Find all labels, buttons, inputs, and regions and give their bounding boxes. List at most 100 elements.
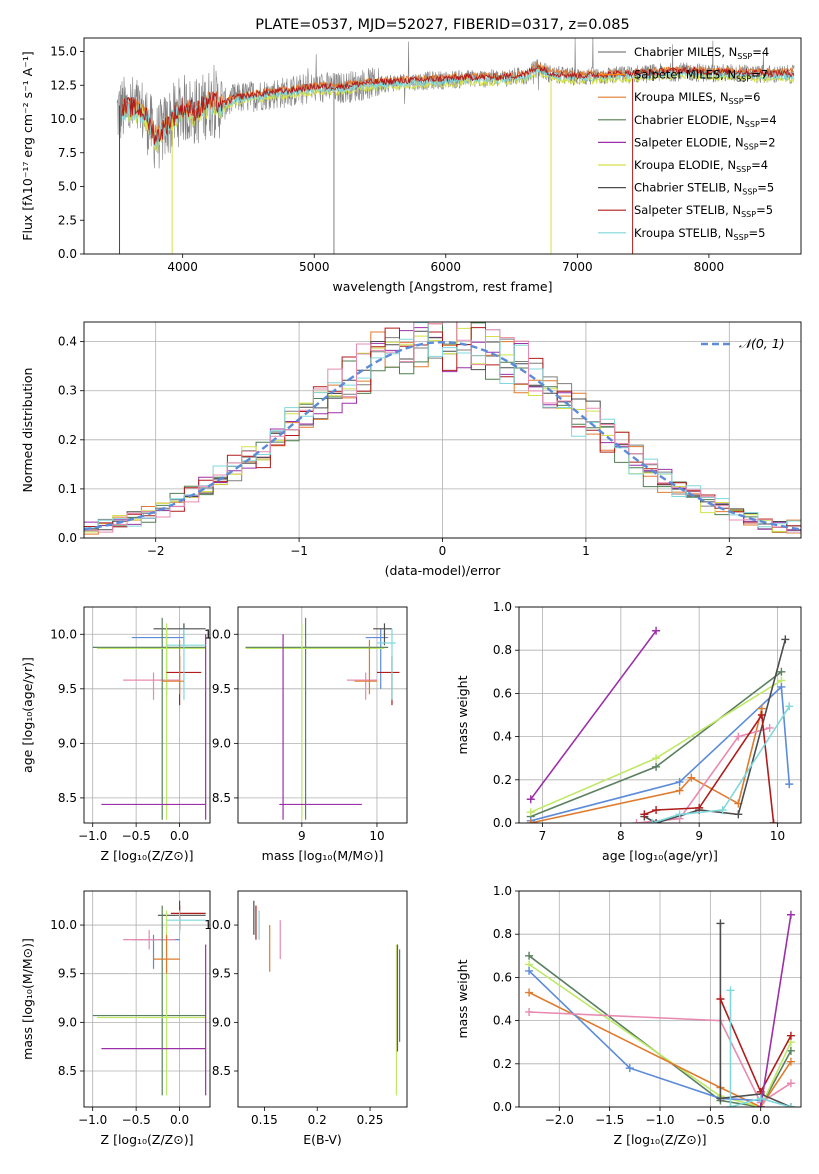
errorbar-point-2 <box>346 672 377 700</box>
model-spectrum-4 <box>121 65 795 145</box>
weight-marker <box>786 910 795 919</box>
weight-marker <box>695 803 704 812</box>
legend-entry: Kroupa MILES, NSSP=6 <box>634 90 760 106</box>
y-tick-label: 9.0 <box>58 1015 77 1029</box>
weight-marker <box>786 1031 795 1040</box>
y-tick-label: 8.5 <box>212 791 231 805</box>
y-axis-label: mass weight <box>455 675 470 754</box>
weight-marker <box>652 754 661 763</box>
x-tick-label: 9 <box>695 829 703 843</box>
weight-marker <box>716 1094 725 1103</box>
axes-frame <box>518 890 802 1108</box>
errorbar-point-1 <box>131 628 184 696</box>
weight-line <box>530 685 791 822</box>
legend-entry: Salpeter ELODIE, NSSP=2 <box>634 135 776 151</box>
weight-marker <box>726 986 735 995</box>
panel-5: 7 8 9 10 0.0 0.2 0.4 0.6 0.8 1.0 age [log₁₀(age/yr… <box>455 600 802 863</box>
x-axis-label: (data-model)/error <box>385 563 502 578</box>
weight-marker <box>718 806 727 815</box>
y-tick-label: 1.0 <box>493 884 512 898</box>
y-tick-label: 9.0 <box>212 736 231 750</box>
weight-marker <box>652 806 661 815</box>
y-axis-label: Normed distribution <box>20 368 35 493</box>
weight-series-7 <box>640 635 790 823</box>
y-tick-label: 10.0 <box>50 627 77 641</box>
x-tick-label: 7 <box>539 829 547 843</box>
weight-line <box>644 712 775 823</box>
y-tick-label: 9.0 <box>212 1015 231 1029</box>
weight-marker <box>526 819 535 823</box>
legend-entry: Chabrier STELIB, NSSP=5 <box>634 181 774 197</box>
weight-marker <box>675 777 684 786</box>
histogram-series-3 <box>84 322 801 533</box>
weight-marker <box>525 966 534 975</box>
y-tick-label: 0.2 <box>493 1057 512 1071</box>
weight-line <box>528 991 792 1107</box>
weight-marker <box>786 1057 795 1066</box>
errorbar-point-5 <box>97 910 206 1096</box>
weight-marker <box>652 626 661 635</box>
weight-marker <box>716 995 725 1003</box>
legend: 𝒩(0, 1) <box>701 336 785 351</box>
errorbar-point-6 <box>101 634 207 820</box>
errorbar-point-2 <box>123 672 180 700</box>
model-spectrum-3 <box>121 66 795 148</box>
weight-series-9 <box>726 986 795 1107</box>
x-tick-label: 7000 <box>562 260 593 274</box>
weight-marker <box>525 988 534 997</box>
plot-area <box>245 617 400 820</box>
y-tick-label: 15.0 <box>50 45 77 59</box>
legend: Chabrier MILES, NSSP=4 Salpeter MILES, NS… <box>598 45 777 242</box>
plot-area <box>92 617 207 820</box>
panel-6: −1.0 −0.5 0.0 8.5 9.0 9.5 10.0 Z [log₁₀(Z/Z⊙)] m… <box>20 890 211 1147</box>
weight-line <box>528 963 792 1107</box>
errorbar-point-4 <box>92 617 206 820</box>
weight-line <box>729 990 792 1107</box>
panel-4: 9 10 8.5 9.0 9.5 10.0 mass [log₁₀(M/M⊙)] <box>204 606 408 863</box>
weight-marker <box>769 819 778 823</box>
weight-marker <box>777 682 786 691</box>
x-tick-label: 5000 <box>299 260 330 274</box>
weight-marker <box>734 732 743 741</box>
x-tick-label: 10 <box>369 829 384 843</box>
x-tick-label: 0.0 <box>170 1113 189 1127</box>
panel-8: −2.0 −1.5 −1.0 −0.5 0.0 0.0 0.2 0.4 0.6 0.8 1.0 Z [… <box>455 884 802 1147</box>
weight-series-9 <box>648 702 794 823</box>
y-tick-label: 8.5 <box>58 791 77 805</box>
x-axis-label: Z [log₁₀(Z/Z⊙)] <box>101 1132 194 1147</box>
panel-7: 0.15 0.2 0.25 8.5 9.0 9.5 10.0 E(B-V) <box>204 890 408 1147</box>
y-tick-label: 0.0 <box>493 1100 512 1114</box>
y-tick-label: 7.5 <box>58 146 77 160</box>
errorbar-point-8 <box>166 910 206 935</box>
weight-marker <box>726 1103 735 1107</box>
weight-marker <box>716 919 725 928</box>
x-tick-label: −0.5 <box>696 1113 725 1127</box>
errorbar-point-8 <box>376 628 396 700</box>
x-tick-label: 4000 <box>167 260 198 274</box>
y-tick-label: 8.5 <box>212 1064 231 1078</box>
y-tick-label: 0.4 <box>493 1014 512 1028</box>
legend-entry: Chabrier MILES, NSSP=4 <box>634 45 769 61</box>
y-tick-label: 0.4 <box>493 730 512 744</box>
errorbar-point-9 <box>153 934 180 974</box>
errorbar-point-9 <box>354 639 377 695</box>
x-tick-label: 1 <box>582 544 590 558</box>
weight-marker <box>777 667 786 676</box>
x-axis-label: mass [log₁₀(M/M⊙)] <box>262 848 384 863</box>
x-tick-label: 0.25 <box>357 1113 384 1127</box>
weight-marker <box>525 951 534 960</box>
axes-frame <box>83 321 802 539</box>
weight-marker <box>652 819 661 823</box>
weight-marker <box>675 786 684 795</box>
weight-line <box>719 923 792 1107</box>
x-axis-label: Z [log₁₀(Z/Z⊙)] <box>614 1132 707 1147</box>
y-tick-label: 0.8 <box>493 927 512 941</box>
x-tick-label: −1.0 <box>78 1113 107 1127</box>
axes-frame <box>83 606 211 824</box>
x-tick-label: −1.0 <box>78 829 107 843</box>
weight-marker <box>785 780 794 789</box>
x-axis-label: wavelength [Angstrom, rest frame] <box>332 279 552 294</box>
y-tick-label: 1.0 <box>493 600 512 614</box>
normal-curve <box>84 340 801 531</box>
legend-entry: Salpeter STELIB, NSSP=5 <box>634 203 773 219</box>
